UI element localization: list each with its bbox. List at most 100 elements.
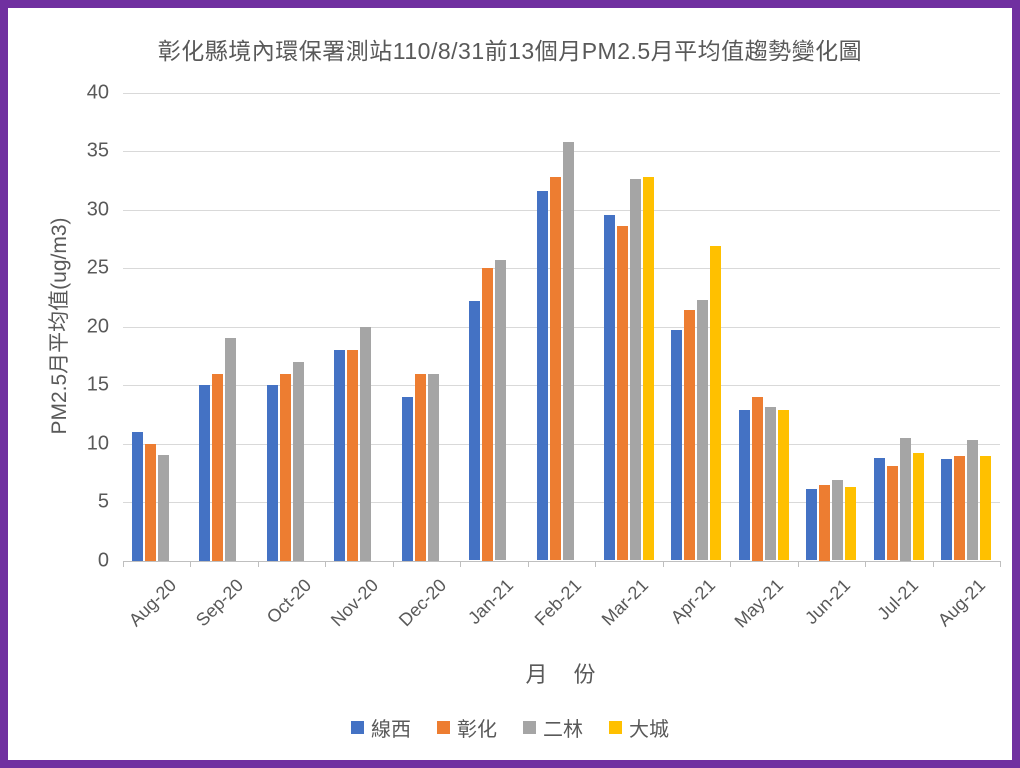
legend: 線西 彰化 二林 大城 <box>8 713 1012 742</box>
bar-線西-Nov-20 <box>334 350 346 561</box>
bar-二林-May-21 <box>764 407 776 561</box>
bar-二林-Jan-21 <box>495 260 507 561</box>
x-axis-tick <box>865 560 867 567</box>
x-tick-label: Apr-21 <box>667 574 720 627</box>
bar-大城-Mar-21 <box>642 177 654 561</box>
bar-彰化-Aug-21 <box>954 456 966 561</box>
gridline <box>123 209 1000 211</box>
y-tick-label: 35 <box>86 139 109 162</box>
gridline <box>123 443 1000 445</box>
bar-大城-Aug-21 <box>980 456 992 561</box>
legend-label: 二林 <box>543 719 583 741</box>
bar-線西-May-21 <box>738 409 750 561</box>
bar-彰化-Apr-21 <box>684 310 696 561</box>
bar-二林-Mar-21 <box>629 179 641 561</box>
legend-label: 大城 <box>629 719 669 741</box>
x-axis-title: 月 份 <box>525 661 598 687</box>
x-tick-label: Jan-21 <box>464 574 518 628</box>
x-axis-tick <box>797 560 799 567</box>
bar-二林-Aug-21 <box>967 440 979 561</box>
legend-swatch <box>523 721 536 734</box>
bar-線西-Jun-21 <box>806 489 818 561</box>
x-axis-tick <box>662 560 664 567</box>
bar-線西-Dec-20 <box>401 396 413 561</box>
legend-item-二林: 二林 <box>523 713 583 742</box>
bar-彰化-Oct-20 <box>279 373 291 561</box>
y-tick-label: 20 <box>86 315 109 338</box>
bar-二林-Apr-21 <box>697 299 709 561</box>
x-tick-label: May-21 <box>730 574 788 632</box>
bar-線西-Oct-20 <box>266 385 278 561</box>
gridline <box>123 502 1000 504</box>
bar-線西-Feb-21 <box>536 191 548 561</box>
bar-二林-Jul-21 <box>899 437 911 561</box>
bar-大城-Jul-21 <box>912 452 924 561</box>
gridline <box>123 326 1000 328</box>
bar-線西-Aug-20 <box>131 431 143 561</box>
gridline <box>123 93 1000 94</box>
x-axis-tick <box>1000 560 1001 567</box>
x-axis-tick <box>595 560 597 567</box>
bar-大城-Apr-21 <box>710 246 722 561</box>
x-tick-label: Nov-20 <box>327 574 383 630</box>
legend-item-大城: 大城 <box>609 713 669 742</box>
legend-swatch <box>609 721 622 734</box>
bar-彰化-Jan-21 <box>482 268 494 561</box>
x-tick-label: Dec-20 <box>394 574 450 630</box>
bar-二林-Aug-20 <box>157 455 169 561</box>
legend-label: 線西 <box>371 719 411 741</box>
x-axis-tick <box>730 560 732 567</box>
gridline <box>123 268 1000 270</box>
bar-線西-Jul-21 <box>873 457 885 561</box>
bar-二林-Sep-20 <box>225 338 237 561</box>
bar-二林-Jun-21 <box>832 479 844 561</box>
x-axis-tick <box>932 560 934 567</box>
y-tick-label: 5 <box>97 490 109 513</box>
x-axis-line <box>123 560 1000 562</box>
x-axis-tick <box>190 560 192 567</box>
x-axis-tick <box>325 560 327 567</box>
x-tick-label: Mar-21 <box>597 574 653 629</box>
bar-線西-Aug-21 <box>941 458 953 561</box>
bar-彰化-May-21 <box>751 396 763 561</box>
bar-線西-Mar-21 <box>603 214 615 561</box>
y-tick-label: 10 <box>86 432 109 455</box>
bar-彰化-Jun-21 <box>819 484 831 561</box>
gridline <box>123 151 1000 153</box>
x-axis-tick <box>392 560 394 567</box>
bar-二林-Dec-20 <box>427 373 439 561</box>
legend-item-線西: 線西 <box>351 713 411 742</box>
bar-二林-Oct-20 <box>292 361 304 561</box>
y-tick-label: 25 <box>86 256 109 279</box>
x-tick-label: Feb-21 <box>530 574 585 629</box>
y-tick-label: 0 <box>97 549 109 571</box>
x-tick-label: Oct-20 <box>262 574 315 627</box>
x-tick-label: Jul-21 <box>873 574 922 624</box>
legend-label: 彰化 <box>457 719 497 741</box>
bar-彰化-Mar-21 <box>616 226 628 561</box>
legend-swatch <box>437 721 450 734</box>
x-tick-label: Aug-21 <box>934 574 990 630</box>
bar-彰化-Sep-20 <box>212 373 224 561</box>
bar-彰化-Jul-21 <box>886 465 898 561</box>
y-tick-label: 30 <box>86 198 109 221</box>
bar-線西-Jan-21 <box>469 301 481 561</box>
bar-大城-May-21 <box>777 409 789 561</box>
x-axis-tick <box>527 560 529 567</box>
bar-線西-Apr-21 <box>671 330 683 561</box>
x-tick-label: Sep-20 <box>192 574 248 630</box>
x-axis-tick <box>460 560 462 567</box>
bar-線西-Sep-20 <box>199 385 211 561</box>
bar-彰化-Nov-20 <box>347 350 359 561</box>
legend-swatch <box>351 721 364 734</box>
legend-item-彰化: 彰化 <box>437 713 497 742</box>
x-tick-label: Jun-21 <box>801 574 855 628</box>
x-axis-tick <box>257 560 259 567</box>
bar-二林-Nov-20 <box>360 326 372 561</box>
bar-大城-Jun-21 <box>845 486 857 561</box>
y-tick-label: 15 <box>86 373 109 396</box>
bar-二林-Feb-21 <box>562 142 574 561</box>
gridline <box>123 385 1000 387</box>
bar-彰化-Feb-21 <box>549 177 561 561</box>
